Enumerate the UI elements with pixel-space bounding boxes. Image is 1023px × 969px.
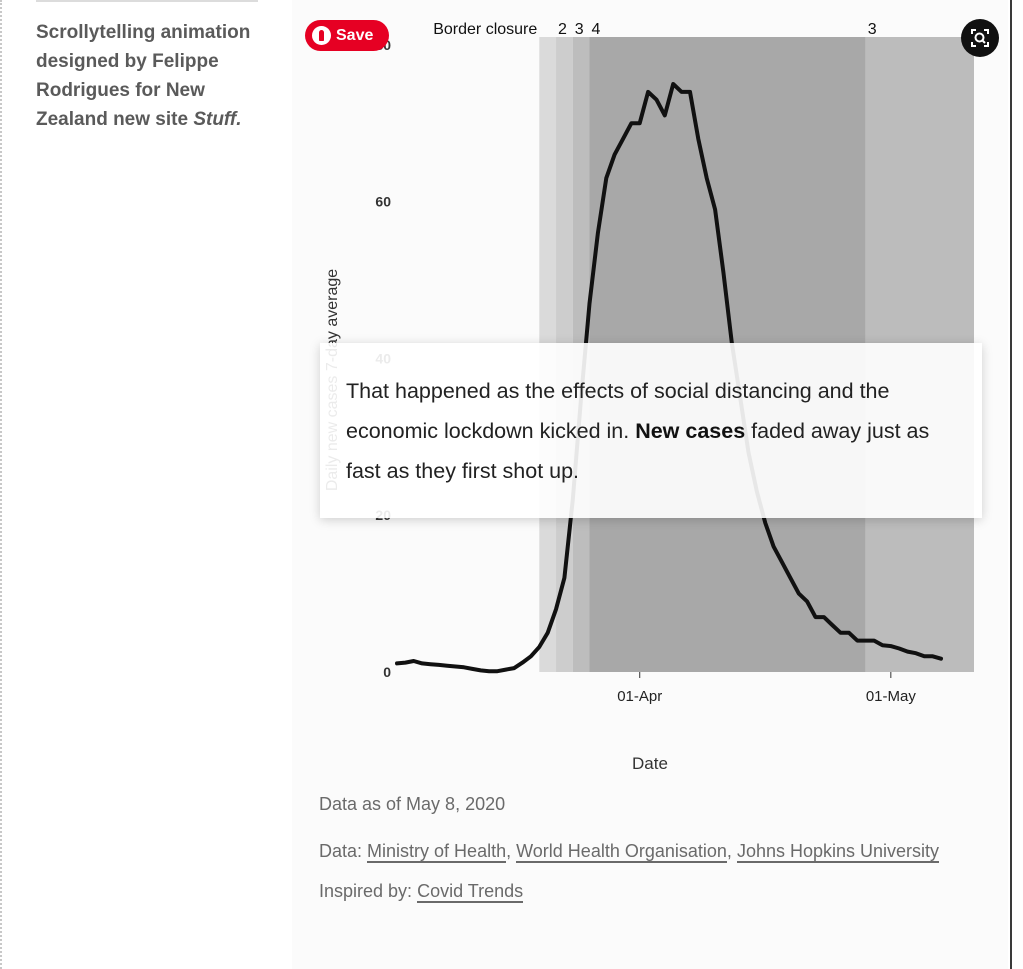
footer: Data as of May 8, 2020 Data: Ministry of… [319,794,979,908]
sources-prefix: Data: [319,841,363,861]
story-bold: New cases [635,419,746,443]
divider [1010,0,1012,969]
story-text: faded away just as fast as they first sh… [346,419,930,483]
x-tick-label: 01-May [866,688,917,705]
phase-label: 3 [868,21,877,38]
data-line [395,82,943,674]
story-text: That happened as the effects of social d… [346,379,890,443]
phase-label: 2 [558,21,567,38]
phase-label: Border closure [433,21,537,38]
source-link[interactable]: Johns Hopkins University [736,841,940,863]
sources: Data: Ministry of Health, World Health O… [319,834,979,868]
separator: , [726,841,732,861]
save-label: Save [336,27,374,44]
save-button[interactable]: Save [305,20,389,51]
x-tick-label: 01-Apr [617,688,662,705]
y-tick-label: 60 [375,194,391,210]
inspiration: Inspired by: Covid Trends [319,874,979,908]
source-link[interactable]: World Health Organisation [516,841,727,863]
phase-label: 3 [575,21,584,38]
phase-label: 4 [592,21,601,38]
story-card: That happened as the effects of social d… [320,343,982,518]
caption-italic: Stuff. [193,109,242,130]
inspired-link[interactable]: Covid Trends [417,881,524,903]
data-date: Data as of May 8, 2020 [319,794,506,814]
caption-text: Scrollytelling animation designed by Fel… [36,22,251,130]
sidebar-caption: Scrollytelling animation designed by Fel… [36,0,258,134]
separator: , [506,841,512,861]
lens-icon [971,29,989,47]
inspired-prefix: Inspired by: [319,881,413,901]
visual-search-button[interactable] [961,19,999,57]
pinterest-icon [312,26,331,45]
source-link[interactable]: Ministry of Health [367,841,507,863]
y-tick-label: 0 [383,664,391,680]
x-axis-title: Date [632,754,668,773]
